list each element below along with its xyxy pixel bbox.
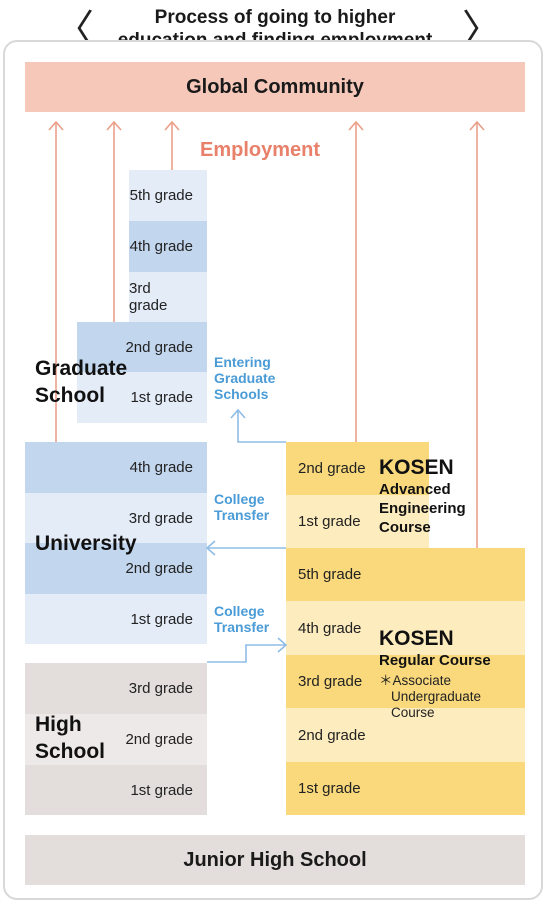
high-school-label: High School	[35, 711, 105, 765]
global-community-bar: Global Community	[25, 62, 525, 112]
employment-label: Employment	[200, 139, 321, 161]
grade-label: 2nd grade	[125, 560, 193, 577]
high-school-label-line-1: High	[35, 713, 82, 736]
grade-label: 1st grade	[130, 389, 193, 406]
junior-high-school-bar: Junior High School	[25, 835, 525, 885]
grade-label: 5th grade	[298, 566, 362, 583]
grade-label: 1st grade	[130, 781, 193, 799]
kosen-regular-title: KOSEN	[379, 627, 454, 650]
kosen-regular-subtitle: Regular Course	[379, 652, 491, 669]
kosen-regular-note-3: Course	[391, 705, 435, 720]
grade-label: 3rd grade	[128, 680, 193, 697]
university-grade-2: 2nd grade	[25, 543, 207, 594]
grade-label: 3rd grade	[129, 280, 168, 314]
global-community-label: Global Community	[186, 75, 364, 98]
high-school-grade-1: 1st grade	[25, 765, 207, 815]
high-school-grade-3: 3rd grade	[25, 663, 207, 714]
graduate-grade-2: 2nd grade	[77, 322, 207, 372]
college-transfer-connector-2	[207, 644, 286, 663]
kosen-advanced-title: KOSEN	[379, 456, 454, 479]
grade-label: 2nd grade	[125, 731, 193, 748]
kosen-advanced-grade-2: 2nd grade	[286, 442, 429, 495]
high-school-label-line-2: School	[35, 740, 106, 763]
kosen-advanced-label: KOSEN Advanced Engineering Course	[379, 456, 466, 537]
grade-label: 4th grade	[129, 459, 193, 476]
grade-label: 2nd grade	[298, 460, 366, 477]
kosen-regular-grade-5: 5th grade	[286, 548, 525, 601]
college-transfer-1-line-1: College	[214, 491, 265, 507]
kosen-regular-note-1: ＊Associate	[379, 673, 452, 688]
grade-label: 2nd grade	[125, 338, 193, 356]
kosen-regular-grade-3: 3rd grade	[286, 655, 525, 708]
grade-label: 3rd grade	[128, 509, 193, 527]
college-transfer-2-line-2: Transfer	[214, 619, 270, 635]
graduate-grade-4: 4th grade	[129, 221, 207, 272]
grade-label: 1st grade	[130, 610, 193, 628]
college-transfer-1-line-2: Transfer	[214, 507, 270, 523]
university-grade-4: 4th grade	[25, 442, 207, 493]
title-line-1: Process of going to higher	[154, 7, 396, 28]
entering-graduate-line-3: Schools	[214, 386, 269, 402]
high-school-grade-2: 2nd grade	[25, 714, 207, 765]
university-label: University	[35, 532, 137, 555]
kosen-advanced-grade-1: 1st grade	[286, 495, 429, 548]
kosen-advanced-subtitle-2: Engineering	[379, 500, 466, 517]
college-transfer-label-2: College Transfer	[214, 603, 269, 635]
grade-label: 4th grade	[129, 238, 193, 255]
college-transfer-label-1: College Transfer	[214, 491, 269, 523]
kosen-advanced-subtitle-1: Advanced	[379, 481, 451, 498]
graduate-grade-3: 3rd grade	[129, 272, 207, 322]
kosen-regular-grade-2: 2nd grade	[286, 708, 525, 762]
grade-label: 3rd grade	[298, 673, 363, 690]
graduate-school-label: Graduate School	[35, 355, 127, 409]
university-grade-3: 3rd grade	[25, 493, 207, 543]
kosen-regular-grade-1: 1st grade	[286, 762, 525, 815]
grade-label: 4th grade	[298, 619, 362, 637]
college-transfer-2-line-1: College	[214, 603, 265, 619]
grade-label: 1st grade	[298, 513, 361, 530]
junior-high-school-label: Junior High School	[183, 848, 367, 871]
graduate-grade-5: 5th grade	[129, 170, 207, 221]
kosen-regular-note-2: Undergraduate	[391, 689, 482, 704]
entering-graduate-schools-label: Entering Graduate Schools	[214, 354, 275, 402]
university-grade-1: 1st grade	[25, 594, 207, 644]
grade-label: 2nd grade	[298, 726, 366, 744]
kosen-regular-label: KOSEN Regular Course ＊Associate Undergra…	[379, 627, 491, 721]
kosen-regular-grade-4: 4th grade	[286, 601, 525, 655]
entering-graduate-connector	[237, 410, 286, 443]
kosen-advanced-subtitle-3: Course	[379, 519, 431, 536]
grade-label: 1st grade	[298, 780, 361, 797]
entering-graduate-line-1: Entering	[214, 354, 271, 370]
grade-label: 5th grade	[129, 187, 193, 204]
graduate-grade-1: 1st grade	[77, 372, 207, 423]
entering-graduate-line-2: Graduate	[214, 370, 276, 386]
graduate-school-label-line-1: Graduate	[35, 357, 128, 380]
graduate-school-label-line-2: School	[35, 384, 106, 407]
